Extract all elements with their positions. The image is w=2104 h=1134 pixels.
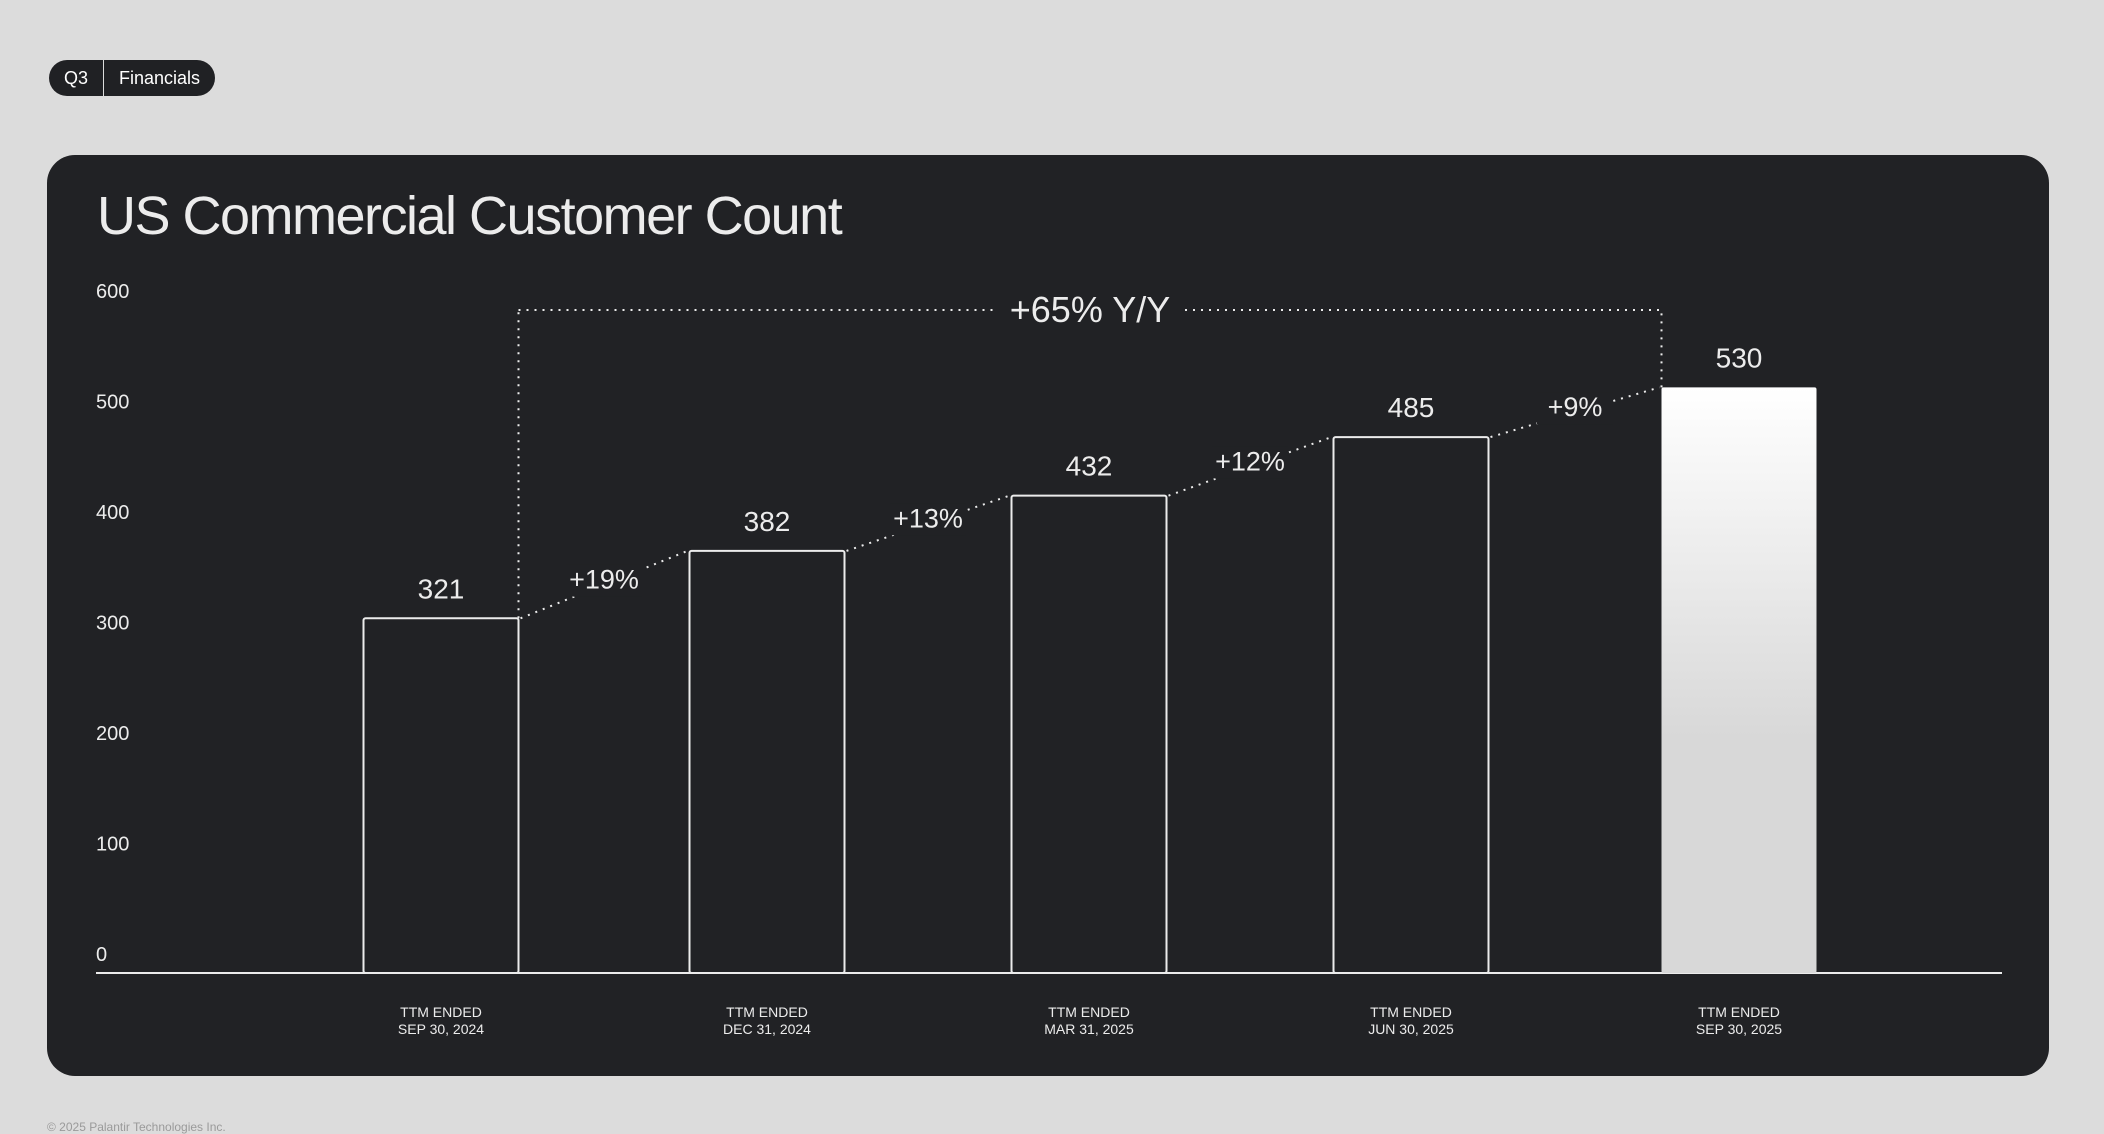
bar-value-label: 321	[418, 573, 465, 604]
bar	[688, 549, 846, 974]
bar	[1332, 436, 1490, 974]
growth-label: +13%	[893, 503, 963, 533]
bar	[1010, 494, 1168, 974]
x-tick-label: TTM ENDED	[400, 1004, 482, 1020]
y-tick-label: 100	[96, 834, 129, 856]
bar	[362, 617, 520, 974]
x-tick-label: SEP 30, 2025	[1696, 1021, 1782, 1037]
y-tick-label: 600	[96, 281, 129, 303]
copyright-footer: © 2025 Palantir Technologies Inc.	[47, 1120, 226, 1134]
x-tick-label: TTM ENDED	[1370, 1004, 1452, 1020]
y-tick-label: 300	[96, 613, 129, 635]
yoy-label: +65% Y/Y	[1010, 289, 1170, 330]
growth-label: +9%	[1548, 392, 1603, 422]
chart-panel: US Commercial Customer Count 0 100 200 300 4…	[47, 155, 2049, 1076]
growth-label: +19%	[569, 565, 639, 595]
x-tick-label: MAR 31, 2025	[1044, 1021, 1134, 1037]
y-tick-label: 200	[96, 723, 129, 745]
x-tick-label: SEP 30, 2024	[398, 1021, 484, 1037]
bar-value-label: 432	[1066, 451, 1113, 482]
quarter-label: Q3	[64, 68, 89, 88]
x-tick-label: TTM ENDED	[726, 1004, 808, 1020]
chart-title: US Commercial Customer Count	[97, 186, 843, 246]
bar-value-label: 485	[1388, 392, 1435, 423]
bar-value-label: 530	[1716, 342, 1763, 373]
y-tick-label: 400	[96, 502, 129, 524]
y-tick-label: 0	[96, 944, 107, 966]
x-tick-label: TTM ENDED	[1698, 1004, 1780, 1020]
growth-label-bg	[566, 564, 642, 597]
section-badge: Q3 Financials	[49, 60, 216, 96]
bar-value-label: 382	[744, 506, 791, 537]
growth-connector	[1168, 436, 1332, 497]
bar	[1661, 387, 1817, 974]
y-tick-label: 500	[96, 392, 129, 414]
x-tick-label: JUN 30, 2025	[1368, 1021, 1454, 1037]
badge-divider	[103, 60, 105, 96]
growth-label: +12%	[1215, 446, 1285, 476]
growth-label-bg	[890, 503, 966, 536]
growth-label-bg	[1212, 446, 1288, 479]
section-label: Financials	[119, 68, 201, 88]
x-tick-label: DEC 31, 2024	[723, 1021, 811, 1037]
growth-label-bg	[1537, 392, 1613, 425]
x-tick-label: TTM ENDED	[1048, 1004, 1130, 1020]
